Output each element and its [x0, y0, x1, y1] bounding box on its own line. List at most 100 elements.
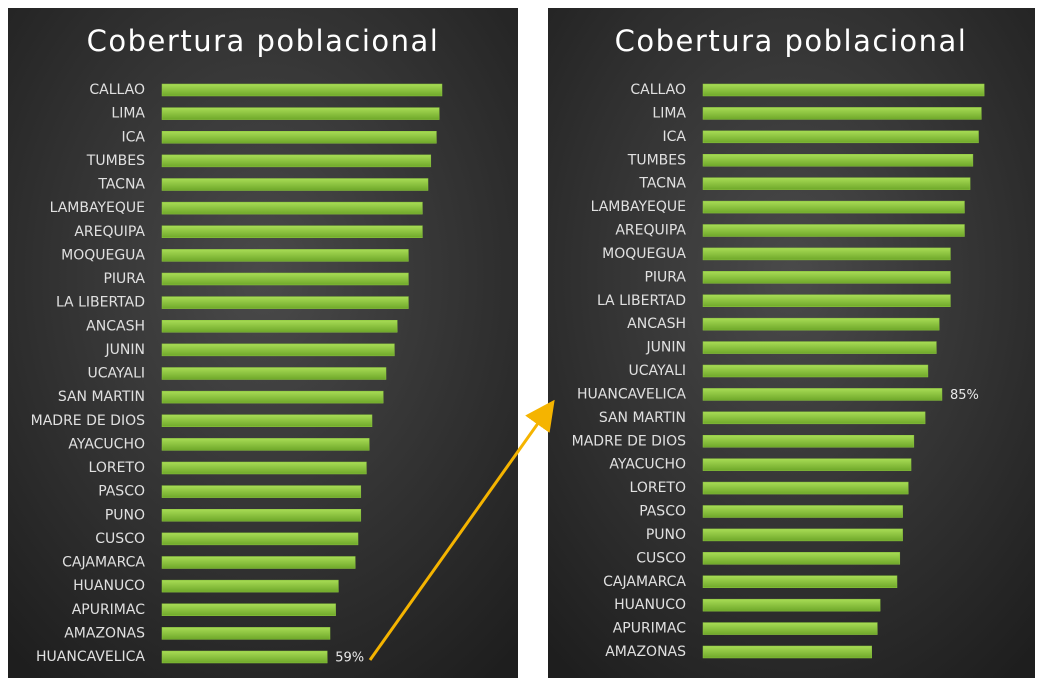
y-tick-label: JUNIN	[105, 342, 145, 358]
y-tick-label: AREQUIPA	[74, 224, 145, 240]
bar	[161, 367, 387, 380]
chart-title: Cobertura poblacional	[615, 24, 968, 58]
y-tick-label: CAJAMARCA	[62, 555, 145, 571]
bar	[161, 438, 370, 451]
y-tick-label: PIURA	[644, 269, 686, 285]
bar	[161, 201, 423, 215]
bar	[161, 627, 331, 640]
bar	[161, 390, 384, 404]
data-label: 59%	[335, 651, 364, 666]
bar	[161, 272, 409, 286]
y-tick-label: LIMA	[652, 105, 686, 121]
bar	[702, 224, 965, 237]
bar	[161, 650, 328, 664]
bar	[161, 225, 423, 238]
y-tick-label: UCAYALI	[88, 366, 145, 382]
y-tick-label: UCAYALI	[629, 363, 686, 379]
bar	[161, 579, 339, 593]
bar	[702, 575, 898, 588]
y-tick-label: CALLAO	[630, 82, 686, 98]
bar	[702, 552, 901, 565]
y-tick-label: HUANCAVELICA	[36, 649, 145, 665]
y-tick-label: ICA	[663, 129, 687, 145]
bar	[161, 461, 367, 475]
data-label: 85%	[950, 388, 979, 403]
y-tick-label: LAMBAYEQUE	[591, 199, 686, 215]
y-tick-label: LAMBAYEQUE	[50, 200, 145, 216]
y-tick-label: PUNO	[646, 527, 686, 543]
arrow	[368, 399, 555, 661]
y-tick-label: AREQUIPA	[615, 223, 686, 239]
y-tick-label: LORETO	[630, 480, 686, 496]
bar	[702, 528, 903, 542]
y-tick-label: AYACUCHO	[609, 457, 686, 473]
bar	[161, 83, 443, 97]
y-tick-label: LA LIBERTAD	[597, 293, 686, 309]
y-tick-label: JUNIN	[646, 340, 686, 356]
bar	[161, 249, 409, 262]
y-tick-label: HUANUCO	[73, 578, 145, 594]
y-tick-label: AYACUCHO	[68, 436, 145, 452]
y-tick-label: CUSCO	[95, 531, 145, 547]
bar	[702, 645, 872, 659]
bar	[702, 294, 951, 307]
bar	[702, 130, 979, 144]
bar	[702, 364, 929, 378]
y-tick-label: AMAZONAS	[605, 644, 686, 660]
bar	[702, 458, 912, 471]
y-tick-label: TACNA	[97, 177, 145, 193]
bar	[702, 247, 951, 261]
bar	[161, 532, 359, 546]
bar	[702, 341, 937, 354]
y-tick-label: MADRE DE DIOS	[572, 433, 686, 449]
bar	[161, 131, 437, 144]
y-tick-label: SAN MARTIN	[599, 410, 686, 426]
y-tick-label: PASCO	[98, 484, 145, 500]
y-tick-label: HUANCAVELICA	[577, 386, 686, 402]
y-tick-label: MADRE DE DIOS	[31, 413, 145, 429]
chart-title: Cobertura poblacional	[87, 24, 440, 58]
y-tick-label: CUSCO	[636, 550, 686, 566]
bar	[702, 271, 951, 284]
y-tick-label: AMAZONAS	[64, 625, 145, 641]
y-tick-label: ANCASH	[86, 318, 145, 334]
y-tick-label: MOQUEGUA	[602, 246, 686, 262]
bar	[161, 343, 395, 357]
bar	[702, 411, 926, 425]
y-tick-label: PIURA	[103, 271, 145, 287]
y-tick-label: CALLAO	[89, 82, 145, 98]
bar	[702, 177, 971, 190]
bar	[161, 509, 362, 522]
y-tick-label: PASCO	[639, 504, 686, 520]
bar	[161, 320, 398, 333]
y-tick-label: ICA	[122, 129, 146, 145]
bar	[702, 435, 915, 448]
bar	[702, 388, 943, 401]
y-tick-label: LORETO	[89, 460, 145, 476]
y-tick-label: TUMBES	[627, 152, 686, 168]
bar	[161, 556, 356, 569]
y-tick-label: LIMA	[111, 106, 145, 122]
y-tick-label: APURIMAC	[72, 602, 146, 618]
bar	[702, 154, 974, 167]
bar	[702, 83, 985, 97]
bar	[161, 414, 373, 427]
bar	[702, 200, 965, 214]
y-tick-label: TACNA	[638, 176, 686, 192]
y-tick-label: PUNO	[105, 507, 145, 523]
bar	[702, 107, 982, 120]
bar	[702, 622, 878, 635]
y-tick-label: LA LIBERTAD	[56, 295, 145, 311]
bar	[702, 317, 940, 331]
y-tick-label: CAJAMARCA	[603, 574, 686, 590]
bar	[161, 154, 432, 168]
y-tick-label: TUMBES	[86, 153, 145, 169]
bar	[161, 603, 336, 616]
bar	[702, 481, 909, 495]
bar	[161, 485, 362, 498]
y-tick-label: SAN MARTIN	[58, 389, 145, 405]
bar	[161, 178, 429, 191]
bar	[161, 296, 409, 309]
y-tick-label: HUANUCO	[614, 597, 686, 613]
